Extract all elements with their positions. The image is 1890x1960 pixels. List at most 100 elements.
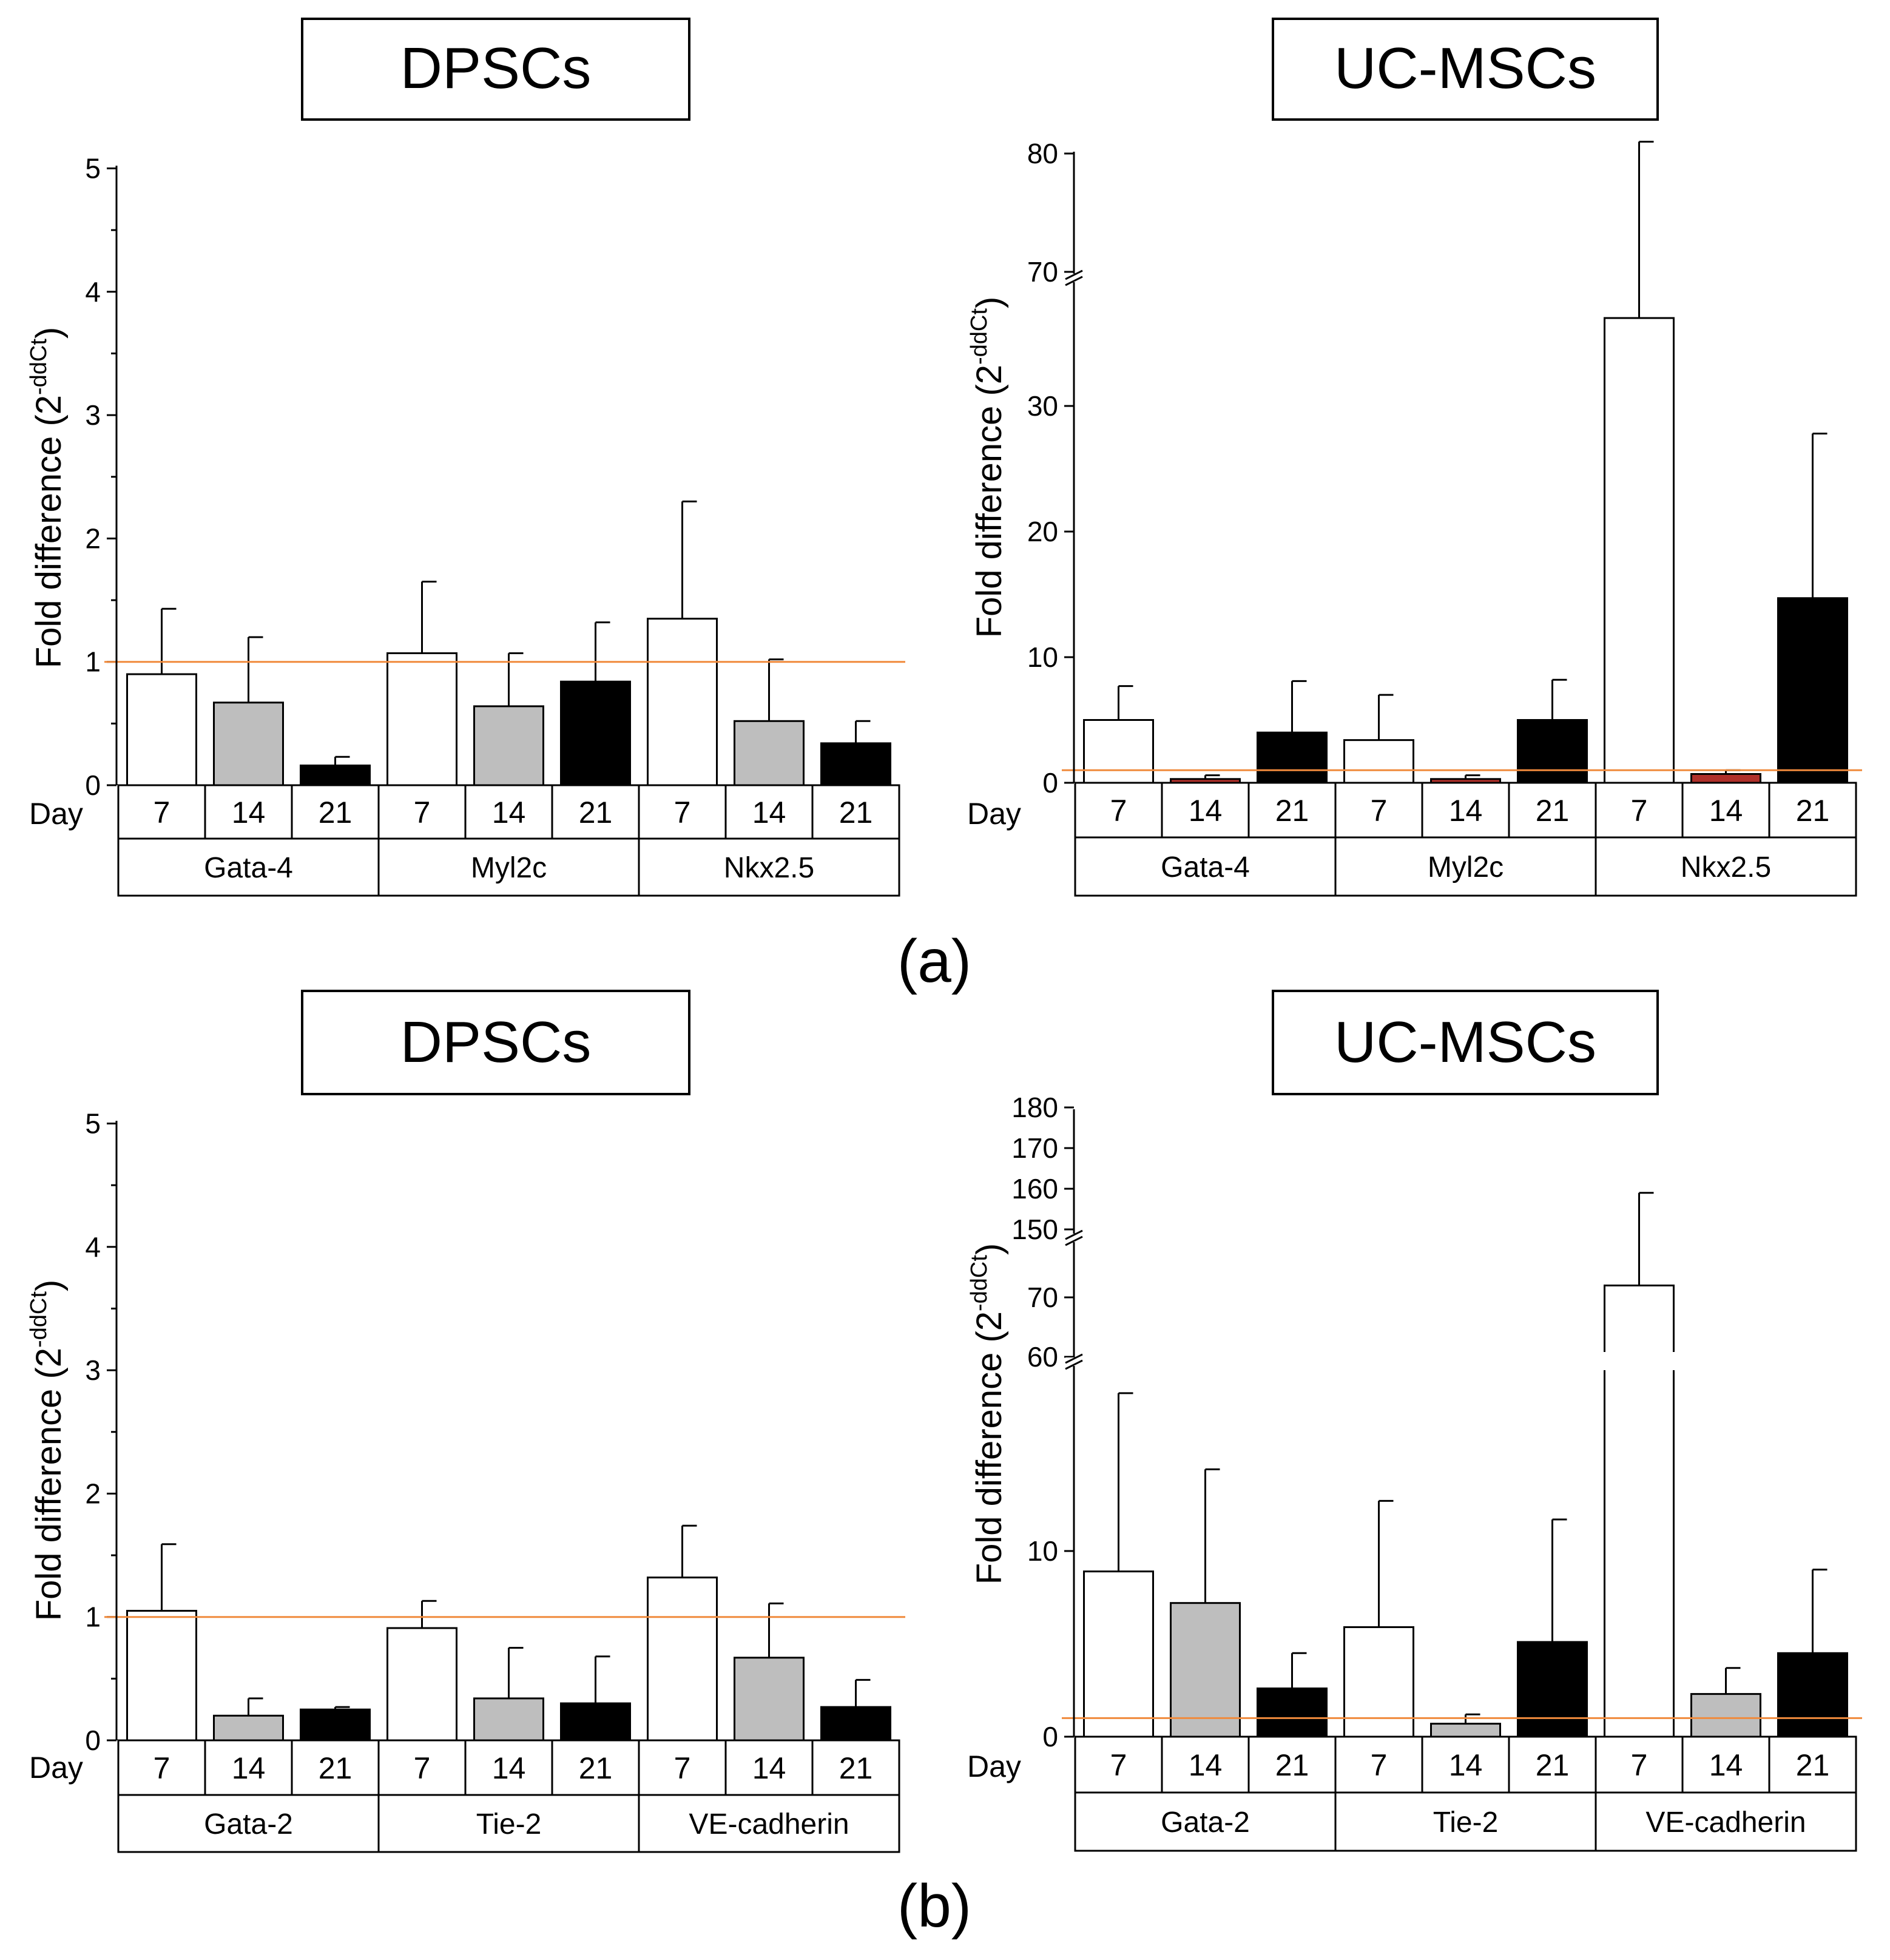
y-tick-label: 3 [85, 1354, 101, 1386]
bar-ve-cadherin-day21 [820, 1706, 891, 1742]
day-label: 21 [1275, 794, 1309, 828]
chart-b-dpscs: DPSCs Fold difference (2-ddCt) 0 1 2 3 4 5 7 1… [26, 990, 905, 1853]
bar-tie-2-day21 [1517, 1641, 1588, 1738]
gene-label: Nkx2.5 [724, 852, 814, 884]
day-label: 21 [1275, 1748, 1309, 1782]
day-label: 14 [1189, 794, 1223, 828]
bar-gata-2-day21 [300, 1708, 371, 1742]
day-label: 7 [414, 1751, 431, 1785]
x-axis-label-day: Day [967, 1749, 1021, 1783]
chart-title: UC-MSCs [1334, 36, 1596, 101]
y-axis-label-sup: -ddCt [967, 308, 992, 365]
x-category-table: 7 14 21 Gata-2 7 14 21 Tie-2 7 14 21 VE-cadherin [117, 1739, 900, 1853]
day-label: 7 [1371, 1748, 1388, 1782]
axis-break-mark [1065, 1353, 1083, 1364]
axis-breaks [1065, 269, 1083, 286]
bar-tie-2-day7 [386, 1627, 457, 1742]
chart-a-dpscs: DPSCs Fold difference (2-ddCt) 0 1 2 3 4 5 7 1… [26, 18, 905, 897]
day-label: 21 [319, 1751, 353, 1785]
y-tick-label: 5 [85, 153, 101, 184]
y-tick-label: 150 [1011, 1214, 1058, 1245]
bar-gata-2-day14 [1170, 1602, 1241, 1738]
bar-ve-cadherin-day7 [647, 1576, 718, 1742]
axis-break-gap [1065, 274, 1082, 282]
bar-myl2c-day7 [386, 652, 457, 786]
axis-break-gap [1065, 1357, 1082, 1366]
y-axis-label-close: ) [970, 1243, 1009, 1255]
axis-breaks [1065, 1229, 1083, 1370]
bar-tie-2-day14 [473, 1697, 544, 1742]
y-axis-label-main: Fold difference (2 [970, 365, 1009, 638]
x-category-table: 7 14 21 Gata-2 7 14 21 Tie-2 7 14 21 VE-cadherin [1074, 1735, 1857, 1852]
bar-nkx2.5-day7 [1604, 317, 1675, 784]
x-axis-label-day: Day [29, 797, 83, 831]
day-label: 7 [154, 1751, 170, 1785]
gene-label: VE-cadherin [1645, 1806, 1806, 1839]
bar-break-gap [1602, 1352, 1676, 1370]
day-label: 14 [1449, 794, 1483, 828]
bar-gata-2-day7 [126, 1610, 197, 1742]
day-label: 14 [232, 796, 266, 830]
y-tick-label: 30 [1027, 390, 1058, 422]
y-tick-label: 180 [1011, 1092, 1058, 1123]
y-axis-label: Fold difference (2-ddCt) [967, 297, 1009, 638]
y-tick-label: 80 [1027, 138, 1058, 169]
day-label: 7 [1631, 1748, 1648, 1782]
bar-gata-4-day21 [300, 764, 371, 786]
x-axis-label-day: Day [29, 1751, 83, 1785]
y-axis-label-main: Fold difference (2 [29, 1348, 69, 1621]
y-tick-label: 10 [1027, 641, 1058, 673]
day-label: 14 [1709, 1748, 1743, 1782]
bar-gata-4-day7 [126, 673, 197, 786]
table-frame [1074, 782, 1857, 897]
chart-b-ucmscs: UC-MSCs Fold difference (2-ddCt) 0106070… [967, 990, 1862, 1852]
bar-myl2c-day7 [1343, 739, 1414, 784]
day-label: 21 [839, 1751, 873, 1785]
y-tick-label: 3 [85, 399, 101, 431]
y-tick-label: 170 [1011, 1132, 1058, 1164]
axis-break-mark [1065, 269, 1083, 280]
bar-nkx2.5-day14 [1690, 773, 1761, 784]
table-frame [117, 1739, 900, 1853]
gene-label: Tie-2 [1433, 1806, 1499, 1839]
day-label: 14 [492, 1751, 526, 1785]
x-category-table: 7 14 21 Gata-4 7 14 21 Myl2c 7 14 21 Nkx2.5 [117, 784, 900, 897]
day-label: 14 [232, 1751, 266, 1785]
chart-title: UC-MSCs [1334, 1010, 1596, 1075]
y-tick-label: 1 [85, 646, 101, 678]
title-box [301, 990, 690, 1095]
panel-label-b: (b) [897, 1872, 971, 1940]
y-tick-label: 0 [85, 769, 101, 801]
day-label: 21 [319, 796, 353, 830]
day-label: 7 [1631, 794, 1648, 828]
y-ticks: 0 1 2 3 4 5 [85, 1108, 116, 1756]
y-ticks: 0 1 2 3 4 5 [85, 153, 116, 801]
y-axis-label-sup: -ddCt [967, 1255, 992, 1311]
gene-label: Gata-2 [204, 1808, 293, 1840]
bar-ve-cadherin-day21 [1777, 1652, 1848, 1738]
gene-label: Gata-4 [204, 852, 293, 884]
gene-label: Gata-4 [1161, 851, 1250, 884]
y-tick-label: 0 [85, 1725, 101, 1756]
day-label: 21 [1796, 794, 1830, 828]
gene-label: Tie-2 [476, 1808, 542, 1840]
day-label: 21 [1536, 1748, 1570, 1782]
gene-label: Myl2c [471, 852, 547, 884]
title-box [1272, 990, 1659, 1095]
axis-break-gap [1065, 1234, 1082, 1242]
y-tick-label: 4 [85, 1231, 101, 1263]
y-tick-label: 5 [85, 1108, 101, 1140]
bar-myl2c-day21 [560, 680, 631, 786]
day-label: 21 [579, 796, 613, 830]
chart-title: DPSCs [400, 1010, 592, 1075]
y-axis-label-sup: -ddCt [26, 1291, 52, 1348]
day-label: 7 [674, 1751, 691, 1785]
bar-gata-4-day21 [1257, 731, 1328, 784]
y-axis-label-main: Fold difference (2 [29, 395, 69, 668]
x-axis-label-day: Day [967, 797, 1021, 831]
day-label: 14 [752, 1751, 786, 1785]
day-label: 7 [1110, 794, 1127, 828]
axis-break-mark [1065, 1229, 1083, 1240]
bar-nkx2.5-day21 [1777, 597, 1848, 784]
bar-gata-2-day7 [1083, 1570, 1154, 1738]
